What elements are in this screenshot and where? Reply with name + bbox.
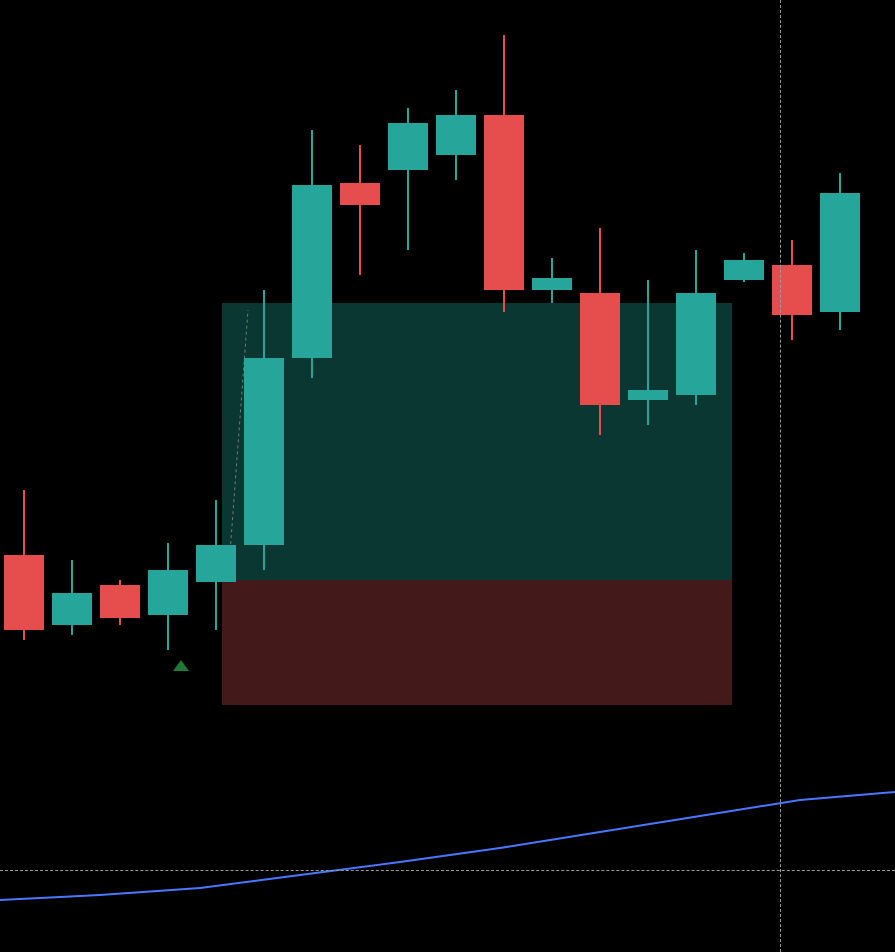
candle-body xyxy=(388,123,428,170)
candle-body xyxy=(484,115,524,290)
candle-body xyxy=(436,115,476,155)
long-entry-marker-icon xyxy=(173,660,189,671)
candle-body xyxy=(676,293,716,395)
candle-body xyxy=(196,545,236,582)
candle-wick xyxy=(359,145,361,275)
stop-zone xyxy=(222,580,732,705)
candle-body xyxy=(292,185,332,358)
candle-body xyxy=(532,278,572,290)
candle-wick xyxy=(647,280,649,425)
candle-body xyxy=(820,193,860,312)
crosshair-vertical xyxy=(780,0,781,952)
candle-body xyxy=(772,265,812,315)
candle-body xyxy=(100,585,140,618)
candle-body xyxy=(244,358,284,545)
candle-body xyxy=(724,260,764,280)
moving-average-line xyxy=(0,792,895,900)
crosshair-horizontal xyxy=(0,870,895,871)
candle-body xyxy=(628,390,668,400)
candle-body xyxy=(52,593,92,625)
candlestick-chart[interactable] xyxy=(0,0,895,952)
candle-body xyxy=(580,293,620,405)
candle-body xyxy=(148,570,188,615)
candle-body xyxy=(340,183,380,205)
candle-body xyxy=(4,555,44,630)
